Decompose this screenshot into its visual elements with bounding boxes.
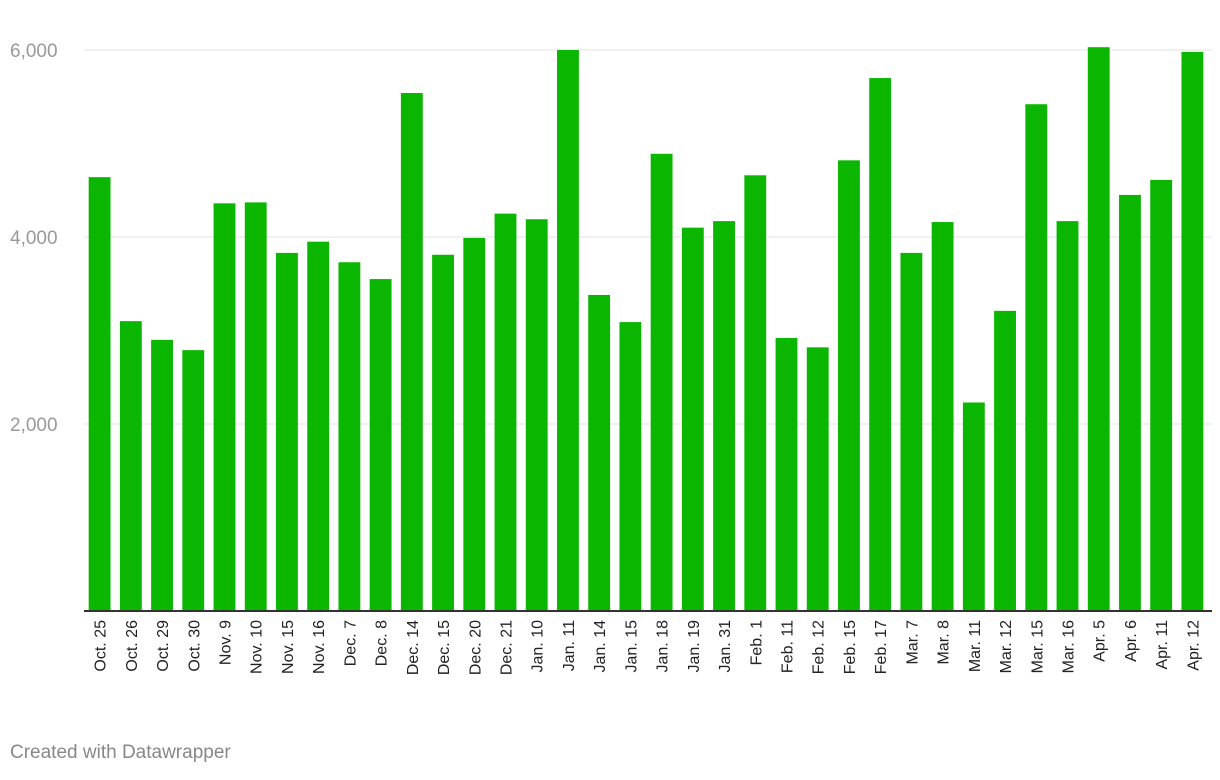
x-category-label: Mar. 12 (998, 620, 1015, 673)
bar[interactable] (369, 279, 392, 611)
x-category-label: Feb. 15 (842, 620, 859, 674)
x-category-label: Nov. 16 (311, 620, 328, 674)
x-category-label: Jan. 11 (561, 620, 578, 671)
bar[interactable] (276, 252, 298, 611)
x-category-label: Dec. 15 (436, 620, 453, 675)
bar[interactable] (1087, 47, 1110, 611)
x-category-label: Oct. 30 (186, 620, 203, 672)
x-category-label: Jan. 19 (686, 620, 703, 673)
x-category-label: Feb. 12 (811, 620, 828, 674)
datawrapper-credit: Created with Datawrapper (10, 742, 231, 763)
bar[interactable] (119, 321, 142, 611)
bar[interactable] (1181, 51, 1204, 612)
y-tick-label: 2,000 (10, 415, 58, 436)
x-category-label: Dec. 8 (374, 620, 391, 666)
bar[interactable] (525, 219, 548, 612)
x-category-label: Mar. 15 (1029, 620, 1046, 673)
x-category-label: Apr. 11 (1154, 620, 1171, 670)
bar[interactable] (962, 402, 985, 611)
x-category-label: Feb. 11 (780, 620, 797, 673)
x-category-label: Dec. 7 (342, 620, 359, 666)
x-category-label: Nov. 9 (218, 620, 235, 665)
x-category-label: Oct. 25 (93, 620, 110, 672)
bar[interactable] (775, 337, 798, 611)
x-category-label: Oct. 26 (124, 620, 141, 672)
bar[interactable] (307, 241, 330, 612)
bar[interactable] (1150, 179, 1173, 611)
bar[interactable] (213, 203, 236, 611)
bar[interactable] (994, 310, 1016, 611)
x-category-label: Mar. 16 (1061, 620, 1078, 673)
x-category-label: Oct. 29 (155, 620, 172, 672)
x-category-label: Apr. 6 (1123, 620, 1140, 662)
x-category-label: Jan. 15 (623, 620, 640, 673)
bar[interactable] (182, 350, 205, 611)
x-category-label: Dec. 21 (499, 620, 516, 675)
bar[interactable] (1119, 194, 1141, 612)
bar[interactable] (713, 221, 735, 612)
bar[interactable] (494, 213, 517, 611)
bar[interactable] (900, 252, 923, 611)
bar[interactable] (432, 254, 454, 611)
bars (88, 47, 1204, 612)
bar[interactable] (681, 227, 704, 611)
bar[interactable] (1056, 221, 1079, 612)
x-axis-labels: Oct. 25 Oct. 26 Oct. 29 Oct. 30 Nov. 9 Nov. 1… (93, 620, 1203, 675)
x-category-label: Mar. 11 (967, 620, 984, 672)
bar[interactable] (588, 294, 611, 611)
x-category-label: Jan. 18 (655, 620, 672, 673)
bar[interactable] (463, 237, 486, 611)
bar[interactable] (744, 175, 767, 612)
bar[interactable] (244, 202, 267, 611)
y-axis-ticks: 2,000 4,000 6,000 (10, 41, 58, 436)
gridlines (84, 49, 1212, 425)
y-tick-label: 6,000 (10, 41, 58, 62)
bar[interactable] (151, 339, 173, 611)
bar[interactable] (806, 347, 829, 611)
bar[interactable] (869, 78, 892, 612)
x-category-label: Mar. 7 (904, 620, 921, 665)
bar[interactable] (338, 262, 361, 611)
bar[interactable] (619, 322, 642, 611)
bar[interactable] (88, 177, 111, 611)
x-category-label: Feb. 1 (748, 620, 765, 665)
x-category-label: Apr. 5 (1092, 620, 1109, 662)
bar[interactable] (400, 93, 423, 611)
bar[interactable] (931, 222, 954, 612)
x-category-label: Nov. 10 (249, 620, 266, 674)
x-category-label: Mar. 8 (936, 620, 953, 665)
x-category-label: Nov. 15 (280, 620, 297, 674)
x-category-label: Feb. 17 (873, 620, 890, 674)
y-tick-label: 4,000 (10, 228, 58, 249)
bar[interactable] (838, 160, 860, 611)
x-category-label: Jan. 31 (717, 620, 734, 673)
x-category-label: Dec. 14 (405, 620, 422, 675)
bar[interactable] (650, 153, 673, 611)
x-category-label: Jan. 14 (592, 620, 609, 673)
bar[interactable] (1025, 104, 1048, 611)
x-category-label: Jan. 10 (530, 620, 547, 673)
x-category-label: Apr. 12 (1185, 620, 1202, 671)
x-category-label: Dec. 20 (467, 620, 484, 675)
bar[interactable] (557, 50, 579, 611)
